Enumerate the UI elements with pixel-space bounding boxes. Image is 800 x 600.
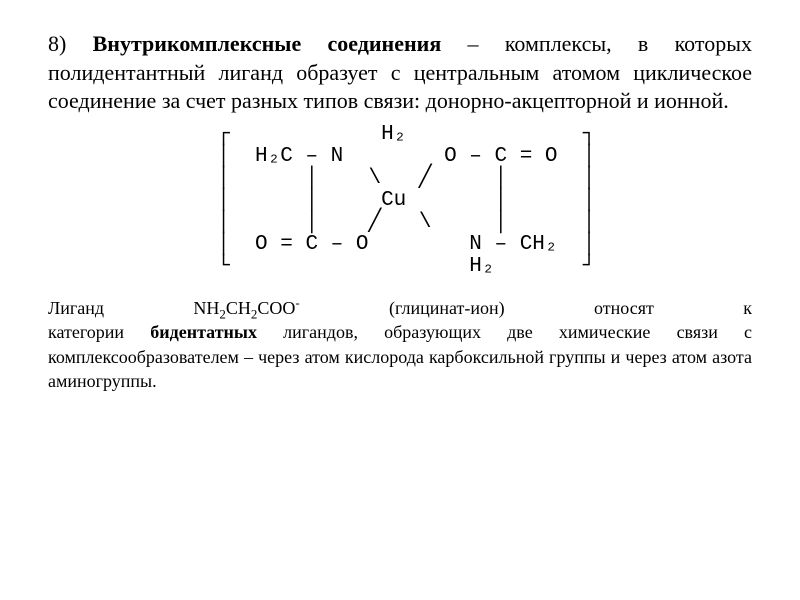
footnote-word: (глицинат-ион) (389, 296, 505, 320)
heading-dash: – (468, 31, 479, 56)
chemical-diagram: ┌ H₂ ┐ │ H₂C – N O – C = O │ │ │ \ ╱ │ │… (205, 124, 596, 278)
diagram-line: └ H₂ ┘ (205, 255, 596, 278)
heading-term: Внутрикомплексные соединения (93, 31, 442, 56)
diagram-wrap: ┌ H₂ ┐ │ H₂C – N O – C = O │ │ │ \ ╱ │ │… (48, 124, 752, 278)
diagram-line: │ │ \ ╱ │ │ (205, 167, 596, 190)
diagram-line: ┌ H₂ ┐ (205, 123, 596, 146)
footnote-formula: NH2CH2COO- (193, 296, 299, 320)
footnote-line1: Лиганд NH2CH2COO- (глицинат-ион) относят… (48, 296, 752, 320)
footnote-pre: категории (48, 322, 124, 342)
formula-part: CH (226, 298, 251, 318)
diagram-line: │ │ ╱ \ │ │ (205, 211, 596, 234)
formula-part: COO (257, 298, 295, 318)
diagram-line: │ │ Cu │ │ (205, 189, 596, 212)
slide-page: 8) Внутрикомплексные соединения – компле… (0, 0, 800, 393)
footnote-word: к (743, 296, 752, 320)
footnote-paragraph: Лиганд NH2CH2COO- (глицинат-ион) относят… (48, 296, 752, 393)
diagram-line: │ O = C – O N – CH₂ │ (205, 233, 596, 256)
footnote-bold-term: бидентатных (150, 322, 257, 342)
formula-sup: - (295, 295, 299, 310)
diagram-line: │ H₂C – N O – C = O │ (205, 145, 596, 168)
heading-number: 8) (48, 31, 66, 56)
heading-paragraph: 8) Внутрикомплексные соединения – компле… (48, 30, 752, 116)
formula-part: NH (193, 298, 219, 318)
footnote-word: относят (594, 296, 654, 320)
footnote-word: Лиганд (48, 296, 104, 320)
